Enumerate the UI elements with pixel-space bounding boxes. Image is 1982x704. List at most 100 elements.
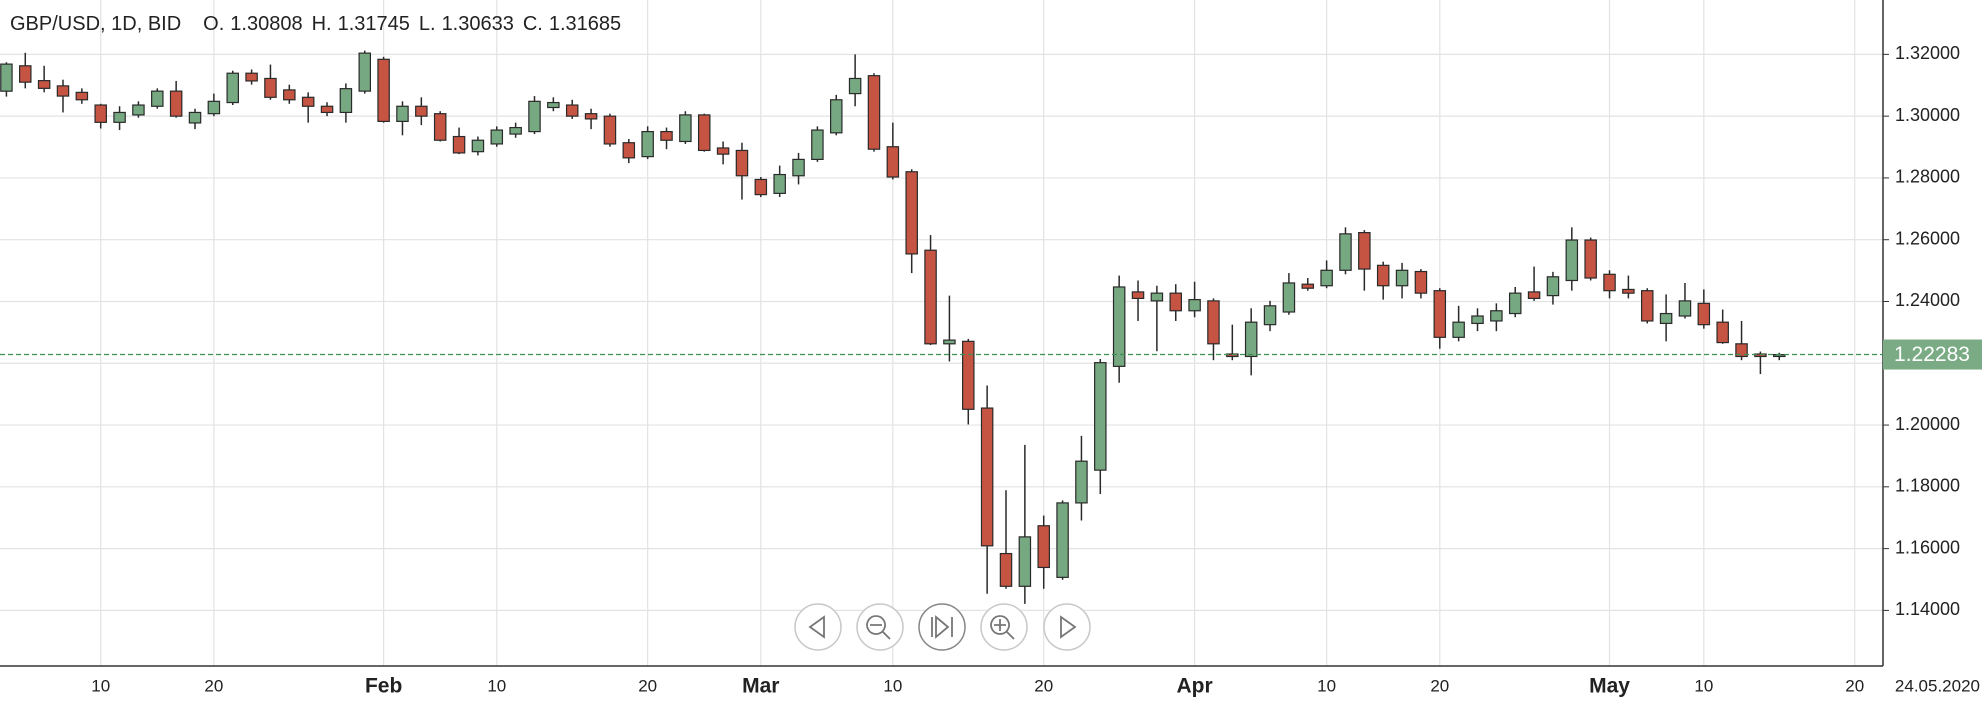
navigation xyxy=(794,603,1091,651)
candle-body xyxy=(1414,270,1428,294)
y-tick-label: 1.24000 xyxy=(1895,290,1960,310)
candle-body xyxy=(509,126,522,135)
x-tick-label: 10 xyxy=(91,676,110,695)
candle-body xyxy=(905,171,918,255)
x-tick-label: 10 xyxy=(1694,676,1713,695)
scroll-right-button[interactable] xyxy=(1043,603,1091,651)
candle-body xyxy=(264,77,277,98)
candles xyxy=(0,50,1786,604)
candle-body xyxy=(301,96,315,107)
candle-body xyxy=(1112,286,1126,367)
candle-body xyxy=(207,100,221,115)
candle-body xyxy=(283,89,296,101)
candle-body xyxy=(452,135,466,154)
x-tick-label: Apr xyxy=(1177,675,1213,698)
candle-body xyxy=(792,158,805,177)
last-price-label: 1.22283 xyxy=(1894,343,1970,366)
candle-body xyxy=(716,147,730,155)
candle-body xyxy=(415,105,428,117)
candle-body xyxy=(1075,460,1088,504)
candle-body xyxy=(962,340,975,410)
candle-body xyxy=(56,85,70,97)
candle-body xyxy=(1376,264,1390,287)
candle-body xyxy=(603,115,617,145)
candle-body xyxy=(867,75,881,150)
ohlc-value: 1.30808 xyxy=(230,13,302,35)
candle-body xyxy=(1640,290,1654,322)
candle-body xyxy=(1508,292,1522,315)
x-tick-label: 10 xyxy=(1317,676,1336,695)
candle-body xyxy=(943,339,956,345)
x-tick-label: 20 xyxy=(1845,676,1864,695)
candle-body xyxy=(0,63,13,92)
candle-body xyxy=(735,149,749,177)
candle-body xyxy=(980,407,994,547)
candle-body xyxy=(396,105,409,122)
candle-body xyxy=(358,52,372,92)
candle-body xyxy=(1490,310,1503,322)
candle-body xyxy=(1339,233,1352,271)
candle-body xyxy=(1603,273,1616,292)
x-tick-label: 20 xyxy=(204,676,223,695)
candle-body xyxy=(1565,239,1579,282)
candle-body xyxy=(1622,288,1635,294)
ohlc-value: 1.31685 xyxy=(549,13,621,35)
candle-body xyxy=(660,130,673,141)
x-tick-label: May xyxy=(1589,675,1630,698)
candle-body xyxy=(1395,269,1409,287)
ohlc-value: 1.31745 xyxy=(338,13,410,35)
candle-body xyxy=(1527,291,1541,300)
candle-body xyxy=(1433,290,1447,338)
candle-body xyxy=(1150,292,1164,302)
last-price-box xyxy=(1883,339,1982,370)
candle-body xyxy=(1358,232,1371,270)
symbol-title: GBP/USD, 1D, BID xyxy=(10,13,181,35)
candle-body xyxy=(1094,362,1107,471)
candle-body xyxy=(1037,525,1050,569)
ohlc-label: O. xyxy=(203,13,224,35)
candle-body xyxy=(19,65,32,83)
candle-body xyxy=(377,58,390,122)
candle-body xyxy=(1678,300,1692,317)
ohlc-label: C. xyxy=(523,13,543,35)
x-tick-label: Feb xyxy=(365,675,402,698)
y-tick-label: 1.26000 xyxy=(1895,228,1960,248)
end-date-label: 24.05.2020 xyxy=(1895,676,1980,695)
zoom-out-button[interactable] xyxy=(856,603,904,651)
y-tick-label: 1.18000 xyxy=(1895,476,1960,496)
scroll-left-button[interactable] xyxy=(794,603,842,651)
candle-body xyxy=(697,114,711,152)
zoom-in-button[interactable] xyxy=(980,603,1028,651)
candle-body xyxy=(811,129,824,160)
candle-body xyxy=(113,111,126,123)
x-tick-label: 20 xyxy=(638,676,657,695)
candle-body xyxy=(1263,305,1277,326)
candle-body xyxy=(433,113,447,141)
candle-body xyxy=(188,111,202,124)
candle-body xyxy=(1188,299,1201,312)
candle-body xyxy=(924,249,937,345)
y-tick-label: 1.14000 xyxy=(1895,599,1960,619)
reset-button[interactable] xyxy=(918,603,966,651)
candle-body xyxy=(226,72,239,104)
candle-body xyxy=(773,173,786,194)
y-tick-label: 1.16000 xyxy=(1895,537,1960,557)
candle-body xyxy=(1735,343,1748,358)
candle-body xyxy=(37,80,51,89)
x-tick-label: Mar xyxy=(742,675,779,698)
candle-body xyxy=(1471,315,1484,325)
candle-body xyxy=(1207,300,1220,345)
candle-body xyxy=(1320,269,1333,287)
ohlc-label: H. xyxy=(312,13,332,35)
candle-body xyxy=(1301,283,1315,289)
candle-body xyxy=(886,146,900,178)
candle-body xyxy=(830,99,843,134)
candle-body xyxy=(547,101,560,109)
candle-body xyxy=(1546,276,1560,297)
chart-header: GBP/USD, 1D, BID O. 1.30808 H. 1.31745 L. 1.30… xyxy=(10,13,621,35)
candle-body xyxy=(999,552,1013,587)
candle-body xyxy=(1282,282,1296,313)
candle-body xyxy=(1244,321,1258,358)
